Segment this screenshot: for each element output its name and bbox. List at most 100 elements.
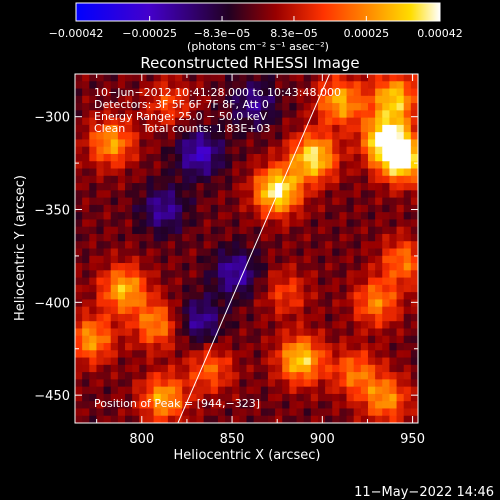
heatmap-cell xyxy=(125,255,133,264)
heatmap-cell xyxy=(303,88,312,97)
heatmap-cell xyxy=(346,386,355,395)
heatmap-cell xyxy=(360,313,369,322)
heatmap-cell xyxy=(289,110,298,119)
heatmap-cell xyxy=(296,401,305,410)
heatmap-cell xyxy=(117,306,126,315)
heatmap-cell xyxy=(396,306,405,315)
heatmap-cell xyxy=(160,219,169,228)
heatmap-cell xyxy=(117,233,126,242)
heatmap-cell xyxy=(289,168,298,177)
heatmap-cell xyxy=(310,212,319,221)
heatmap-cell xyxy=(225,74,233,82)
heatmap-cell xyxy=(125,124,133,133)
heatmap-cell xyxy=(389,357,398,366)
heatmap-cell xyxy=(132,357,140,366)
heatmap-cell xyxy=(75,299,83,308)
heatmap-cell xyxy=(275,292,283,300)
heatmap-cell xyxy=(189,74,198,82)
heatmap-cell xyxy=(125,343,133,351)
heatmap-cell xyxy=(389,386,398,395)
heatmap-cell xyxy=(103,212,112,221)
heatmap-cell xyxy=(75,255,83,264)
heatmap-cell xyxy=(310,175,319,184)
heatmap-cell xyxy=(82,292,90,300)
heatmap-cell xyxy=(103,139,112,148)
heatmap-cell xyxy=(289,306,298,315)
heatmap-cell xyxy=(139,299,148,308)
heatmap-cell xyxy=(210,117,219,126)
heatmap-cell xyxy=(160,117,169,126)
heatmap-cell xyxy=(267,183,276,191)
heatmap-cell xyxy=(353,175,362,184)
heatmap-cell xyxy=(125,386,133,395)
heatmap-cell xyxy=(96,233,105,242)
heatmap-cell xyxy=(196,270,205,279)
heatmap-cell xyxy=(403,415,412,423)
heatmap-cell xyxy=(310,299,319,308)
heatmap-cell xyxy=(282,408,290,417)
heatmap-cell xyxy=(182,263,190,271)
heatmap-cell xyxy=(353,292,362,300)
heatmap-cell xyxy=(360,350,369,359)
heatmap-cell xyxy=(332,175,340,184)
heatmap-cell xyxy=(325,161,333,170)
heatmap-cell xyxy=(267,197,276,206)
heatmap-cell xyxy=(253,321,262,330)
heatmap-cell xyxy=(110,372,119,380)
heatmap-cell xyxy=(275,146,283,155)
heatmap-cell xyxy=(125,183,133,191)
heatmap-cell xyxy=(275,277,283,286)
heatmap-cell xyxy=(310,335,319,344)
heatmap-cell xyxy=(289,241,298,250)
heatmap-cell xyxy=(332,74,340,82)
heatmap-cell xyxy=(175,146,183,155)
heatmap-cell xyxy=(160,168,169,177)
heatmap-cell xyxy=(339,161,348,170)
heatmap-cell xyxy=(189,153,198,162)
heatmap-cell xyxy=(89,153,98,162)
heatmap-cell xyxy=(353,233,362,242)
heatmap-cell xyxy=(360,408,369,417)
heatmap-cell xyxy=(317,379,326,388)
heatmap-cell xyxy=(360,161,369,170)
heatmap-cell xyxy=(289,335,298,344)
heatmap-cell xyxy=(189,248,198,257)
heatmap-cell xyxy=(325,408,333,417)
heatmap-cell xyxy=(325,241,333,250)
heatmap-cell xyxy=(403,117,412,126)
heatmap-cell xyxy=(396,328,405,337)
heatmap-cell xyxy=(303,81,312,90)
heatmap-cell xyxy=(89,415,98,423)
heatmap-cell xyxy=(289,190,298,199)
heatmap-cell xyxy=(253,219,262,228)
heatmap-cell xyxy=(289,132,298,141)
heatmap-cell xyxy=(110,190,119,199)
heatmap-cell xyxy=(267,88,276,97)
heatmap-cell xyxy=(210,110,219,119)
heatmap-cell xyxy=(189,292,198,300)
heatmap-cell xyxy=(96,139,105,148)
heatmap-cell xyxy=(353,248,362,257)
heatmap-cell xyxy=(167,139,176,148)
heatmap-cell xyxy=(282,379,290,388)
heatmap-cell xyxy=(360,168,369,177)
heatmap-cell xyxy=(75,372,83,380)
heatmap-cell xyxy=(239,357,248,366)
heatmap-cell xyxy=(260,372,269,380)
heatmap-cell xyxy=(303,321,312,330)
heatmap-cell xyxy=(410,183,418,191)
heatmap-cell xyxy=(353,357,362,366)
heatmap-cell xyxy=(117,132,126,141)
heatmap-cell xyxy=(310,306,319,315)
heatmap-cell xyxy=(75,212,83,221)
heatmap-cell xyxy=(253,393,262,402)
heatmap-cell xyxy=(246,103,255,111)
heatmap-cell xyxy=(89,204,98,213)
heatmap-cell xyxy=(403,139,412,148)
heatmap-cell xyxy=(232,277,240,286)
heatmap-cell xyxy=(182,292,190,300)
heatmap-cell xyxy=(75,321,83,330)
heatmap-cell xyxy=(82,299,90,308)
heatmap-cell xyxy=(82,335,90,344)
heatmap-cell xyxy=(339,175,348,184)
